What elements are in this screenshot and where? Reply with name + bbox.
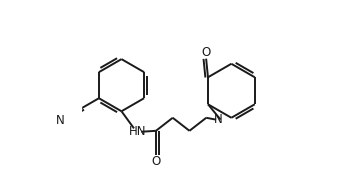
Text: O: O (201, 46, 211, 59)
Text: N: N (56, 114, 65, 127)
Text: O: O (151, 155, 160, 168)
Text: N: N (214, 113, 223, 126)
Text: HN: HN (128, 125, 146, 138)
